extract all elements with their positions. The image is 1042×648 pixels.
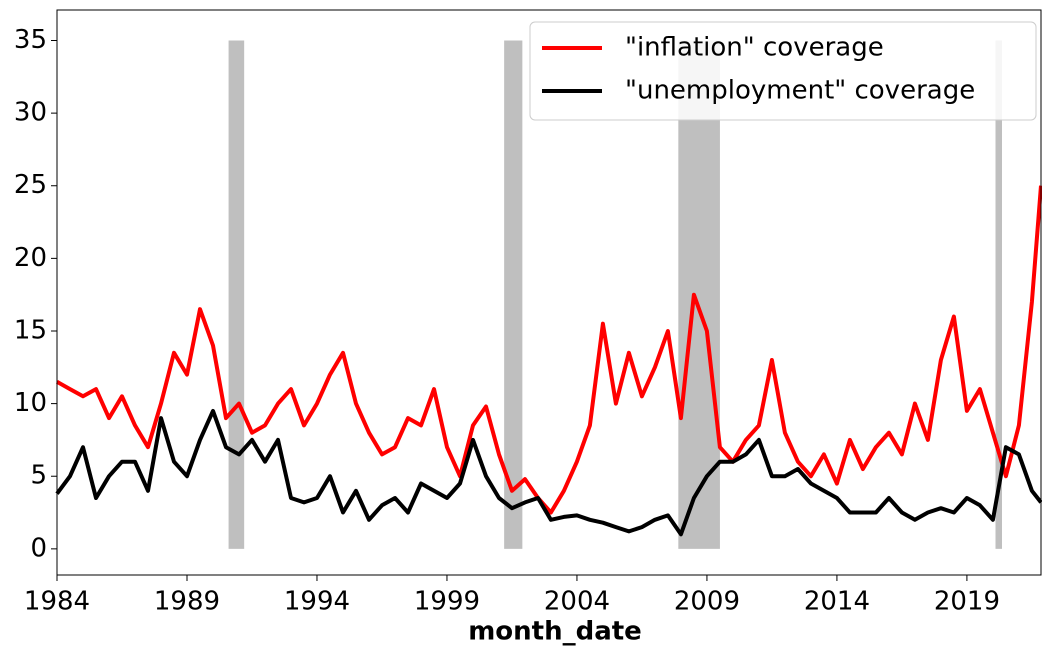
- data-line: [55, 408, 1042, 537]
- shaded-period: [504, 40, 523, 549]
- shaded-period: [678, 40, 720, 549]
- x-tick-label: 1994: [284, 587, 350, 617]
- y-tick-label: 10: [14, 388, 47, 418]
- shaded-period: [228, 40, 245, 549]
- y-tick-label: 0: [30, 533, 47, 563]
- x-tick-label: 2004: [544, 587, 610, 617]
- data-line: [56, 185, 1042, 515]
- plot-frame: [56, 9, 1042, 576]
- x-tick-label: 2009: [674, 587, 740, 617]
- x-axis-title: month_date: [468, 617, 642, 647]
- x-tick-label: 2019: [934, 587, 1000, 617]
- y-tick-label: 30: [14, 98, 47, 128]
- legend-label: "inflation" coverage: [625, 33, 884, 63]
- y-tick-label: 25: [14, 170, 47, 200]
- x-tick-label: 1999: [414, 587, 480, 617]
- legend-box: [529, 21, 1037, 121]
- x-tick-label: 1989: [154, 587, 220, 617]
- y-tick-label: 5: [30, 461, 47, 491]
- legend-label: "unemployment" coverage: [625, 76, 975, 106]
- y-tick-label: 20: [14, 243, 47, 273]
- y-tick-label: 35: [14, 25, 47, 55]
- y-tick-label: 15: [14, 315, 47, 345]
- x-tick-label: 2014: [804, 587, 870, 617]
- shaded-period: [995, 40, 1003, 549]
- x-tick-label: 1984: [24, 587, 90, 617]
